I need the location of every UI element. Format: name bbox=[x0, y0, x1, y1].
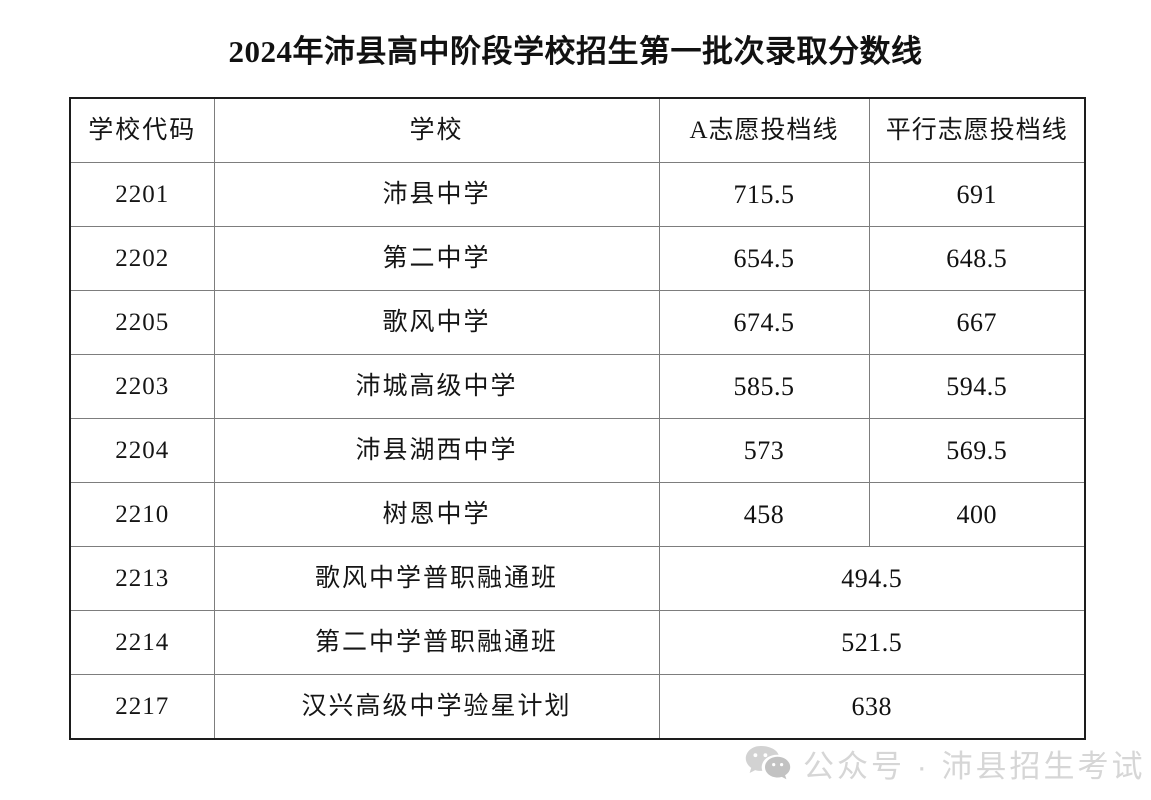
column-header-a-line: A志愿投档线 bbox=[658, 98, 870, 163]
cell-parallel-line-score: 648.5 bbox=[868, 226, 1086, 291]
cell-school-code: 2202 bbox=[69, 226, 215, 291]
table-row: 2205 歌风中学 674.5 667 bbox=[69, 290, 1086, 355]
cell-school-name: 沛城高级中学 bbox=[213, 354, 660, 419]
cell-score-merged: 521.5 bbox=[658, 610, 1086, 675]
cell-parallel-line-score: 667 bbox=[868, 290, 1086, 355]
cell-a-line-score: 458 bbox=[658, 482, 870, 547]
table-row: 2217 汉兴高级中学验星计划 638 bbox=[69, 674, 1086, 740]
cell-school-code: 2201 bbox=[69, 162, 215, 227]
table-row: 2203 沛城高级中学 585.5 594.5 bbox=[69, 354, 1086, 419]
table-row: 2201 沛县中学 715.5 691 bbox=[69, 162, 1086, 227]
table-row: 2202 第二中学 654.5 648.5 bbox=[69, 226, 1086, 291]
cell-school-code: 2203 bbox=[69, 354, 215, 419]
cell-school-name: 第二中学普职融通班 bbox=[213, 610, 660, 675]
table-header-row: 学校代码 学校 A志愿投档线 平行志愿投档线 bbox=[69, 98, 1086, 163]
score-table-container: 学校代码 学校 A志愿投档线 平行志愿投档线 2201 沛县中学 715.5 691 2… bbox=[69, 97, 1086, 740]
watermark-label: 公众号 · 沛县招生考试 bbox=[803, 749, 1146, 784]
footer-watermark: 公众号 · 沛县招生考试 bbox=[745, 741, 1146, 786]
table-row: 2214 第二中学普职融通班 521.5 bbox=[69, 610, 1086, 675]
cell-school-code: 2204 bbox=[69, 418, 215, 483]
cell-score-merged: 494.5 bbox=[658, 546, 1086, 611]
cell-a-line-score: 585.5 bbox=[658, 354, 870, 419]
column-header-school: 学校 bbox=[213, 98, 660, 163]
cell-school-code: 2214 bbox=[69, 610, 215, 675]
wechat-icon bbox=[745, 744, 791, 784]
cell-parallel-line-score: 691 bbox=[868, 162, 1086, 227]
column-header-parallel-line: 平行志愿投档线 bbox=[868, 98, 1086, 163]
table-row: 2204 沛县湖西中学 573 569.5 bbox=[69, 418, 1086, 483]
cell-parallel-line-score: 400 bbox=[868, 482, 1086, 547]
cell-parallel-line-score: 594.5 bbox=[868, 354, 1086, 419]
cell-school-code: 2217 bbox=[69, 674, 215, 740]
admission-score-table: 学校代码 学校 A志愿投档线 平行志愿投档线 2201 沛县中学 715.5 691 2… bbox=[69, 97, 1086, 740]
cell-parallel-line-score: 569.5 bbox=[868, 418, 1086, 483]
cell-a-line-score: 654.5 bbox=[658, 226, 870, 291]
cell-school-name: 汉兴高级中学验星计划 bbox=[213, 674, 660, 740]
cell-school-name: 树恩中学 bbox=[213, 482, 660, 547]
cell-school-name: 歌风中学普职融通班 bbox=[213, 546, 660, 611]
cell-a-line-score: 715.5 bbox=[658, 162, 870, 227]
cell-school-name: 第二中学 bbox=[213, 226, 660, 291]
cell-school-code: 2210 bbox=[69, 482, 215, 547]
page-title: 2024年沛县高中阶段学校招生第一批次录取分数线 bbox=[228, 34, 923, 69]
cell-school-code: 2205 bbox=[69, 290, 215, 355]
cell-school-name: 歌风中学 bbox=[213, 290, 660, 355]
table-row: 2213 歌风中学普职融通班 494.5 bbox=[69, 546, 1086, 611]
cell-score-merged: 638 bbox=[658, 674, 1086, 740]
cell-a-line-score: 674.5 bbox=[658, 290, 870, 355]
cell-school-name: 沛县中学 bbox=[213, 162, 660, 227]
cell-school-code: 2213 bbox=[69, 546, 215, 611]
table-row: 2210 树恩中学 458 400 bbox=[69, 482, 1086, 547]
column-header-school-code: 学校代码 bbox=[69, 98, 215, 163]
cell-a-line-score: 573 bbox=[658, 418, 870, 483]
cell-school-name: 沛县湖西中学 bbox=[213, 418, 660, 483]
